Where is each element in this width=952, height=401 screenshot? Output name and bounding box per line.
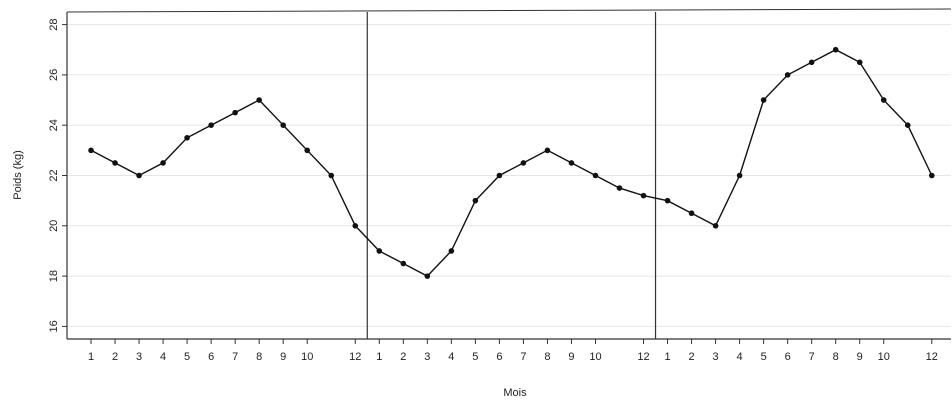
x-tick-label: 2: [112, 351, 118, 363]
data-point: [616, 185, 623, 191]
data-point: [832, 46, 839, 53]
y-tick-label: 18: [48, 270, 60, 282]
x-tick-label: 4: [448, 351, 454, 363]
x-tick-label: 7: [809, 351, 815, 363]
x-tick-label: 1: [376, 351, 382, 363]
data-point: [136, 172, 142, 179]
data-point: [448, 248, 455, 254]
data-point: [520, 160, 527, 166]
data-point: [424, 273, 431, 279]
data-point: [664, 197, 671, 204]
x-tick-label: 12: [349, 351, 361, 363]
y-tick-label: 16: [48, 320, 60, 332]
data-point: [712, 223, 719, 229]
data-point: [928, 172, 935, 179]
data-point: [352, 223, 359, 229]
x-tick-label: 4: [737, 351, 743, 363]
x-tick-label: 12: [637, 351, 649, 363]
top-border-line: [66, 8, 952, 13]
data-point: [856, 59, 863, 66]
x-tick-label: 5: [472, 351, 478, 363]
data-point: [160, 160, 166, 166]
y-axis-label: Poids (kg): [12, 150, 24, 200]
data-point: [784, 72, 791, 78]
data-point: [328, 172, 335, 179]
series: [88, 46, 935, 279]
y-tick-label: 28: [48, 18, 60, 30]
x-tick-label: 1: [88, 351, 94, 363]
x-tick-label: 8: [833, 351, 839, 363]
data-point: [112, 160, 118, 166]
x-tick-label: 6: [208, 351, 214, 363]
x-axis-ticks: 1 2 3 4 5 6 7 8 9 10 12 1 2 3 4 5 6 7 8 9 10 12 1 2 3 4 5 6 7 8 9 10 12: [88, 339, 938, 363]
x-tick-label: 2: [689, 351, 695, 363]
data-point: [880, 97, 887, 103]
x-tick-label: 7: [520, 351, 526, 363]
data-point: [808, 59, 815, 66]
x-tick-label: 6: [785, 351, 791, 363]
x-tick-label: 3: [713, 351, 719, 363]
data-point: [592, 172, 599, 179]
grid: [67, 24, 951, 327]
data-point: [736, 172, 743, 179]
x-tick-label: 4: [160, 351, 166, 363]
data-point: [568, 160, 575, 166]
data-point: [232, 109, 238, 116]
data-point: [184, 134, 190, 141]
x-tick-label: 7: [232, 351, 238, 363]
data-point: [688, 210, 695, 217]
y-tick-label: 20: [48, 220, 60, 232]
data-point: [760, 97, 767, 103]
y-tick-label: 24: [48, 119, 60, 131]
year-separators: [366, 12, 657, 339]
x-tick-label: 12: [926, 351, 938, 363]
x-tick-label: 8: [256, 351, 262, 363]
x-tick-label: 9: [857, 351, 863, 363]
data-point: [472, 197, 479, 204]
x-tick-label: 10: [589, 351, 601, 363]
x-tick-label: 5: [184, 351, 190, 363]
data-point: [256, 97, 262, 103]
data-point: [400, 260, 407, 267]
x-tick-label: 2: [400, 351, 406, 363]
x-tick-label: 3: [424, 351, 430, 363]
x-tick-label: 9: [280, 351, 286, 363]
data-point: [304, 147, 311, 154]
data-point: [544, 147, 551, 154]
data-point: [904, 122, 911, 128]
x-tick-label: 10: [878, 351, 890, 363]
x-tick-label: 3: [136, 351, 142, 363]
data-point: [280, 122, 286, 128]
x-tick-label: 9: [568, 351, 574, 363]
x-tick-label: 5: [761, 351, 767, 363]
data-point: [496, 172, 503, 179]
data-point: [640, 192, 647, 199]
x-tick-label: 10: [301, 351, 313, 363]
data-point: [88, 147, 94, 154]
x-tick-label: 8: [544, 351, 550, 363]
data-point: [376, 248, 383, 254]
x-tick-label: 1: [664, 351, 670, 363]
data-point: [208, 122, 214, 128]
x-axis-label: Mois: [503, 387, 527, 399]
y-axis-ticks: 16 18 20 22 24 26 28: [48, 18, 67, 333]
y-tick-label: 22: [48, 169, 60, 181]
series-line: [90, 48, 933, 277]
x-tick-label: 6: [496, 351, 502, 363]
y-tick-label: 26: [48, 69, 60, 81]
